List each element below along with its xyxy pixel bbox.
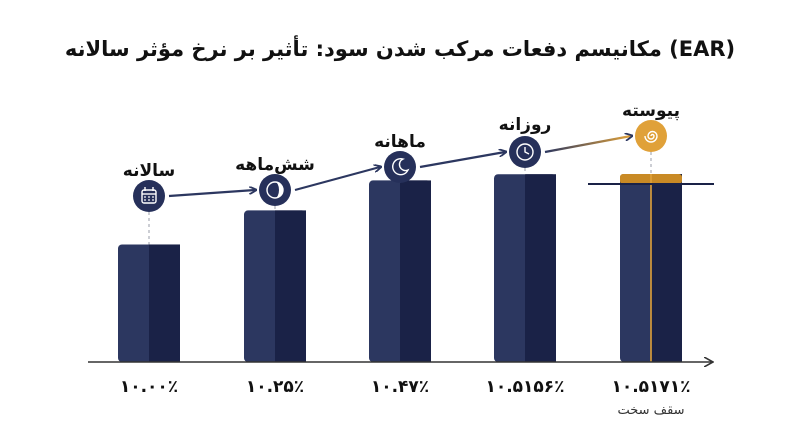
category-label: پیوسته (622, 101, 680, 121)
bar-4 (494, 174, 556, 362)
category-label: سالانه (123, 161, 175, 181)
ceiling-note: سقف سخت (617, 403, 684, 418)
calendar-icon (133, 180, 165, 212)
connector-arrow (168, 190, 255, 198)
crescent-moon-icon (384, 151, 416, 183)
bar-5 (620, 174, 682, 362)
bar-2 (244, 210, 306, 362)
chart-title: مکانیسم دفعات مرکب شدن سود: تأثیر بر نرخ… (65, 34, 735, 61)
bar-1 (118, 244, 180, 362)
value-label: ۱۰.۴۷٪ (371, 377, 429, 397)
connector-arrow (294, 167, 380, 192)
category-label: شش‌ماهه (235, 155, 315, 175)
value-label: ۱۰.۵۱۵۶٪ (485, 377, 564, 397)
bar-3 (369, 180, 431, 362)
value-label: ۱۰.۰۰٪ (120, 377, 178, 397)
clock-icon (509, 136, 541, 168)
connector-arrow (544, 136, 631, 154)
value-label: ۱۰.۵۱۷۱٪ (611, 377, 690, 397)
half-moon-icon (259, 174, 291, 206)
category-label: روزانه (499, 115, 552, 135)
value-label: ۱۰.۲۵٪ (246, 377, 304, 397)
connector-arrow (419, 152, 505, 169)
spiral-icon (635, 120, 667, 152)
category-label: ماهانه (374, 132, 426, 152)
